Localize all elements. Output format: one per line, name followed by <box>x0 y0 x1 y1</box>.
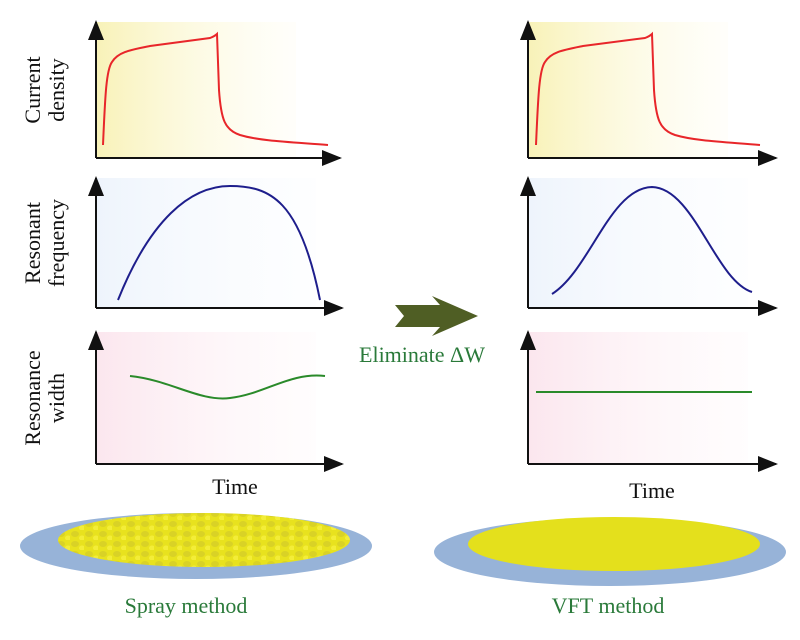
svg-text:density: density <box>44 58 69 122</box>
frequency-bg-left <box>96 178 316 308</box>
svg-text:width: width <box>44 373 69 423</box>
svg-text:Current: Current <box>20 56 45 123</box>
arrow-right-icon <box>395 296 478 336</box>
axes-left <box>88 20 344 472</box>
width-bg-right <box>528 332 748 464</box>
frequency-bg-right <box>528 178 748 308</box>
ylabel-current-density: Current density <box>20 56 69 123</box>
svg-text:frequency: frequency <box>44 199 69 287</box>
axes-right <box>520 20 778 472</box>
caption-spray-method: Spray method <box>125 593 248 618</box>
resonance-width-curve-left <box>129 374 326 400</box>
sprayed-film <box>58 513 350 567</box>
ylabel-resonance-width: Resonance width <box>20 350 69 445</box>
svg-text:Resonant: Resonant <box>20 202 45 284</box>
ylabel-resonant-frequency: Resonant frequency <box>20 199 69 287</box>
resonant-frequency-curve-left <box>117 184 321 301</box>
vft-film <box>468 517 760 571</box>
xlabel-time-left: Time <box>212 474 258 499</box>
current-density-curve-left <box>102 31 329 146</box>
resonant-frequency-curve-right <box>551 185 753 295</box>
current-density-curve-right <box>535 31 761 146</box>
svg-text:Resonance: Resonance <box>20 350 45 445</box>
current-density-bg-right <box>528 22 728 158</box>
caption-vft-method: VFT method <box>552 593 665 618</box>
eliminate-label: Eliminate ΔW <box>359 342 485 367</box>
xlabel-time-right: Time <box>629 478 675 503</box>
current-density-bg-left <box>96 22 296 158</box>
width-bg-left <box>96 332 316 464</box>
